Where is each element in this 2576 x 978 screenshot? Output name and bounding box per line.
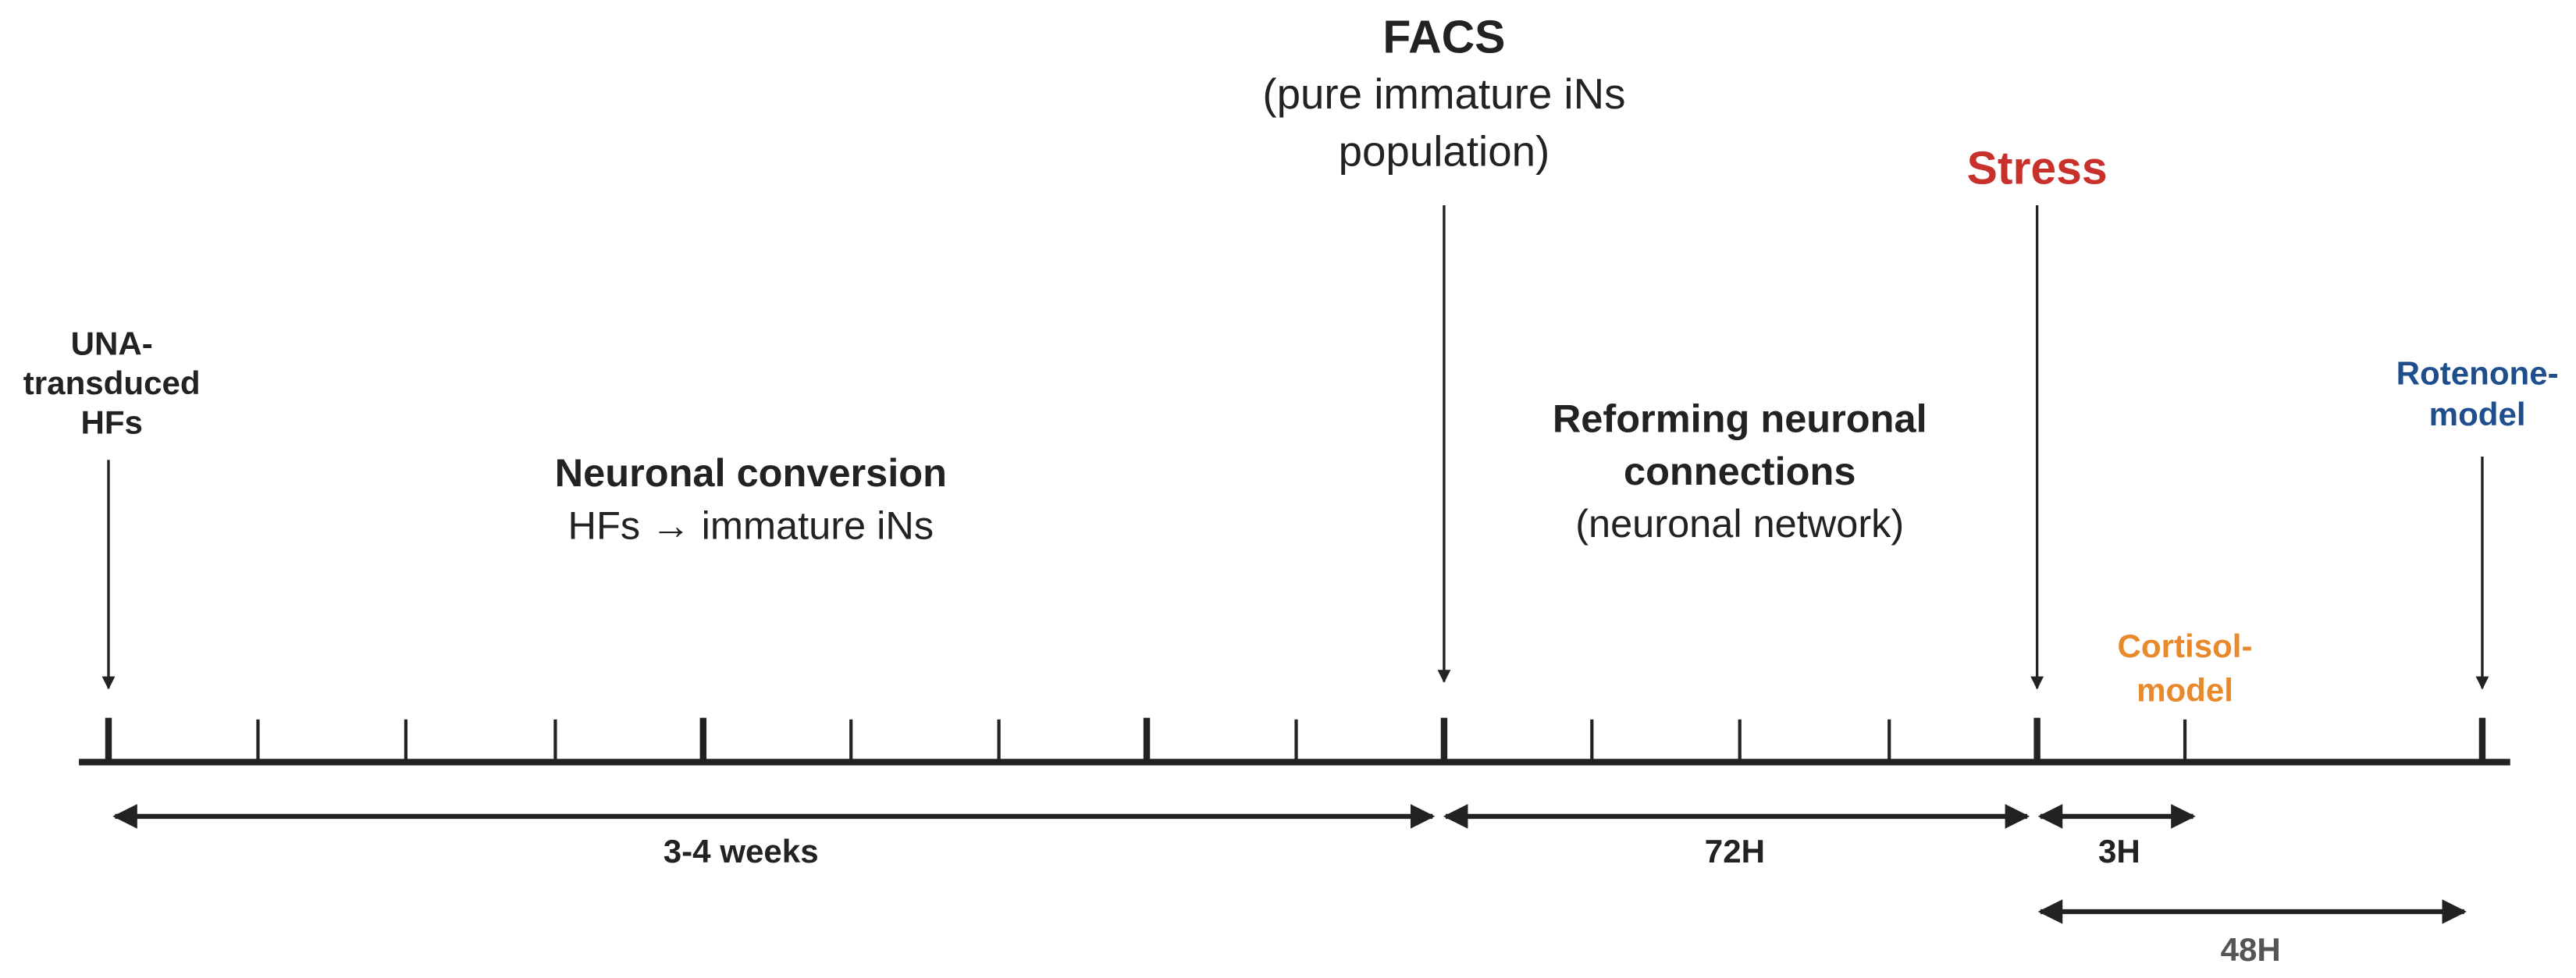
event-label: Cortisol- [2118, 628, 2253, 664]
event-label: model [2429, 396, 2526, 432]
phase-title: connections [1624, 449, 1856, 493]
duration-label: 48H [2221, 931, 2281, 968]
event-label: Stress [1967, 144, 2108, 194]
event-sublabel: (pure immature iNs [1262, 69, 1625, 118]
event-label: FACS [1382, 12, 1505, 62]
phase-title: Reforming neuronal [1553, 396, 1927, 440]
duration-label: 3-4 weeks [664, 833, 819, 870]
phase-subtitle: (neuronal network) [1575, 501, 1904, 546]
duration-label: 3H [2098, 833, 2140, 870]
event-sublabel: population) [1339, 127, 1550, 176]
event-label: UNA- [71, 325, 153, 362]
event-label: model [2137, 672, 2233, 709]
event-label: Rotenone- [2396, 354, 2559, 391]
event-label: transduced [23, 365, 201, 401]
axis [79, 717, 2510, 766]
duration-label: 72H [1705, 833, 1765, 870]
event-arrows [101, 205, 2489, 690]
event-label: HFs [80, 404, 143, 441]
phase-subtitle: HFs → immature iNs [568, 503, 934, 547]
phase-title: Neuronal conversion [555, 450, 947, 495]
duration-arrows [112, 804, 2467, 924]
ticks [105, 717, 2486, 763]
